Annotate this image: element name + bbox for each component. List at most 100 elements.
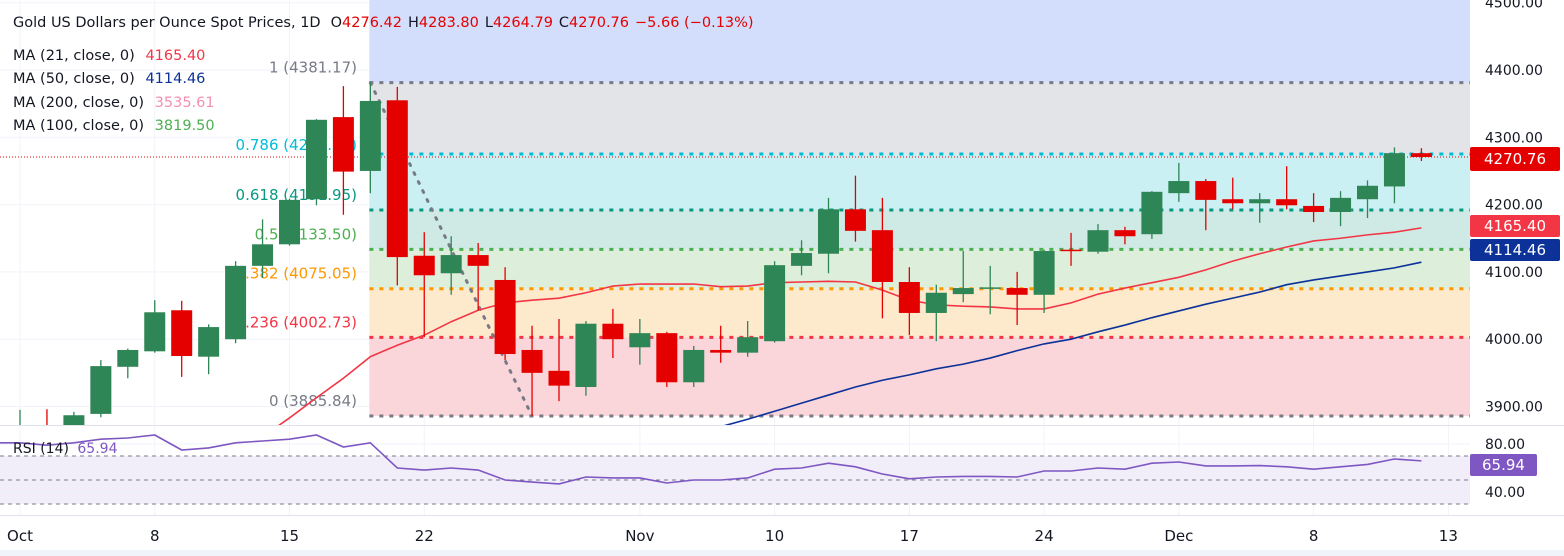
x-tick-label: 8 [1309, 527, 1319, 545]
indicator-ma50[interactable]: MA (50, close, 0) 4114.46 [13, 69, 211, 89]
rsi-legend[interactable]: RSI (14) 65.94 [13, 441, 117, 457]
candle-body [871, 230, 893, 282]
x-tick-label: Oct [7, 527, 33, 545]
candle [1195, 179, 1217, 231]
candle [467, 242, 489, 311]
y-tick-label: 4300.00 [1485, 130, 1543, 146]
indicator-ma21[interactable]: MA (21, close, 0) 4165.40 [13, 46, 211, 66]
moving-averages [278, 227, 1422, 425]
chart-header: Gold US Dollars per Ounce Spot Prices, 1… [13, 13, 760, 33]
ma50-line [723, 261, 1422, 425]
candle [36, 409, 57, 437]
candle [90, 360, 112, 418]
rsi-price-label: 65.94 [1470, 454, 1537, 476]
x-tick-label: 8 [150, 527, 160, 545]
candle [1330, 191, 1352, 227]
candle [19, 409, 21, 425]
x-tick-label: 22 [415, 527, 434, 545]
candle-body [359, 100, 381, 171]
candle [979, 265, 1001, 315]
candle-body [117, 349, 139, 367]
candle-body [413, 255, 435, 276]
fib-level-label: 0.5 (4133.50) [255, 225, 357, 243]
high-value: 4283.80 [418, 15, 479, 31]
candle [413, 232, 435, 338]
y-tick-label: 4200.00 [1485, 198, 1543, 214]
high-label: H [407, 15, 419, 31]
candle-body [1087, 230, 1109, 252]
candle-body [1141, 191, 1163, 235]
candle-body [683, 349, 705, 383]
candle [198, 324, 220, 375]
chart-title: Gold US Dollars per Ounce Spot Prices, 1… [13, 15, 321, 31]
candle [1087, 224, 1109, 254]
candle [952, 251, 974, 303]
candle [1033, 249, 1055, 313]
y-tick-label: 3900.00 [1485, 400, 1543, 416]
indicator-value: 4114.46 [145, 71, 206, 87]
candle-body [979, 287, 1001, 289]
candle-body [1410, 153, 1432, 157]
x-tick-label: 17 [900, 527, 919, 545]
candle-body [467, 255, 489, 266]
candle-body [1330, 197, 1352, 213]
candle-body [1383, 153, 1405, 187]
candle [629, 319, 651, 365]
candle [818, 197, 839, 274]
indicator-ma200[interactable]: MA (200, close, 0) 3535.61 [13, 93, 221, 113]
candle-body [63, 415, 85, 425]
candle-body [656, 333, 678, 383]
x-tick-label: 10 [765, 527, 784, 545]
candlesticks [19, 82, 1432, 437]
indicator-label: MA (21, close, 0) [13, 48, 135, 64]
candle [737, 321, 759, 357]
fib-level-label: 1 (4381.17) [269, 59, 357, 77]
candle-body [952, 288, 974, 295]
candle [1141, 191, 1163, 239]
candle [1168, 162, 1190, 202]
candle [1357, 180, 1378, 219]
candle [332, 86, 354, 215]
close-value: 4270.76 [569, 15, 630, 31]
candle [683, 345, 705, 387]
fib-level-label: 0.236 (4002.73) [236, 313, 357, 331]
candle-body [225, 265, 247, 340]
candle-body [198, 327, 220, 357]
candle [279, 198, 300, 246]
y-tick-label: 4400.00 [1485, 63, 1543, 79]
candle [898, 267, 920, 336]
candle [359, 82, 381, 194]
indicator-label: MA (50, close, 0) [13, 71, 135, 87]
candle-body [305, 119, 327, 200]
fib-zone-0.236 [369, 337, 1470, 417]
ma50-price-label: 4114.46 [1470, 239, 1560, 261]
candle [1006, 271, 1028, 326]
y-tick-label: 4500.00 [1485, 0, 1543, 12]
candle [1060, 232, 1082, 266]
fibonacci-retracement[interactable] [0, 0, 1470, 418]
y-tick-label: 4000.00 [1485, 332, 1543, 348]
change-value: −5.66 (−0.13%) [635, 15, 754, 31]
candle [117, 348, 139, 379]
candle [521, 325, 543, 416]
candle [656, 331, 678, 387]
candle [1410, 148, 1432, 161]
candle [764, 261, 786, 343]
candle [386, 86, 408, 286]
candle-body [898, 281, 920, 313]
rsi-line [0, 434, 1422, 485]
candle [925, 284, 947, 342]
fib-zone-0.786 [369, 154, 1470, 211]
candle [225, 261, 247, 344]
fib-level-label: 0.382 (4075.05) [236, 265, 357, 283]
candle-body [1168, 181, 1190, 194]
candle-body [386, 100, 408, 258]
indicator-value: 3535.61 [154, 95, 215, 111]
last-price-label: 4270.76 [1470, 147, 1560, 171]
indicator-ma100[interactable]: MA (100, close, 0) 3819.50 [13, 116, 221, 136]
candle-body [36, 427, 57, 437]
candle-body [144, 312, 166, 352]
candle-body [791, 253, 813, 266]
candle [602, 308, 624, 359]
